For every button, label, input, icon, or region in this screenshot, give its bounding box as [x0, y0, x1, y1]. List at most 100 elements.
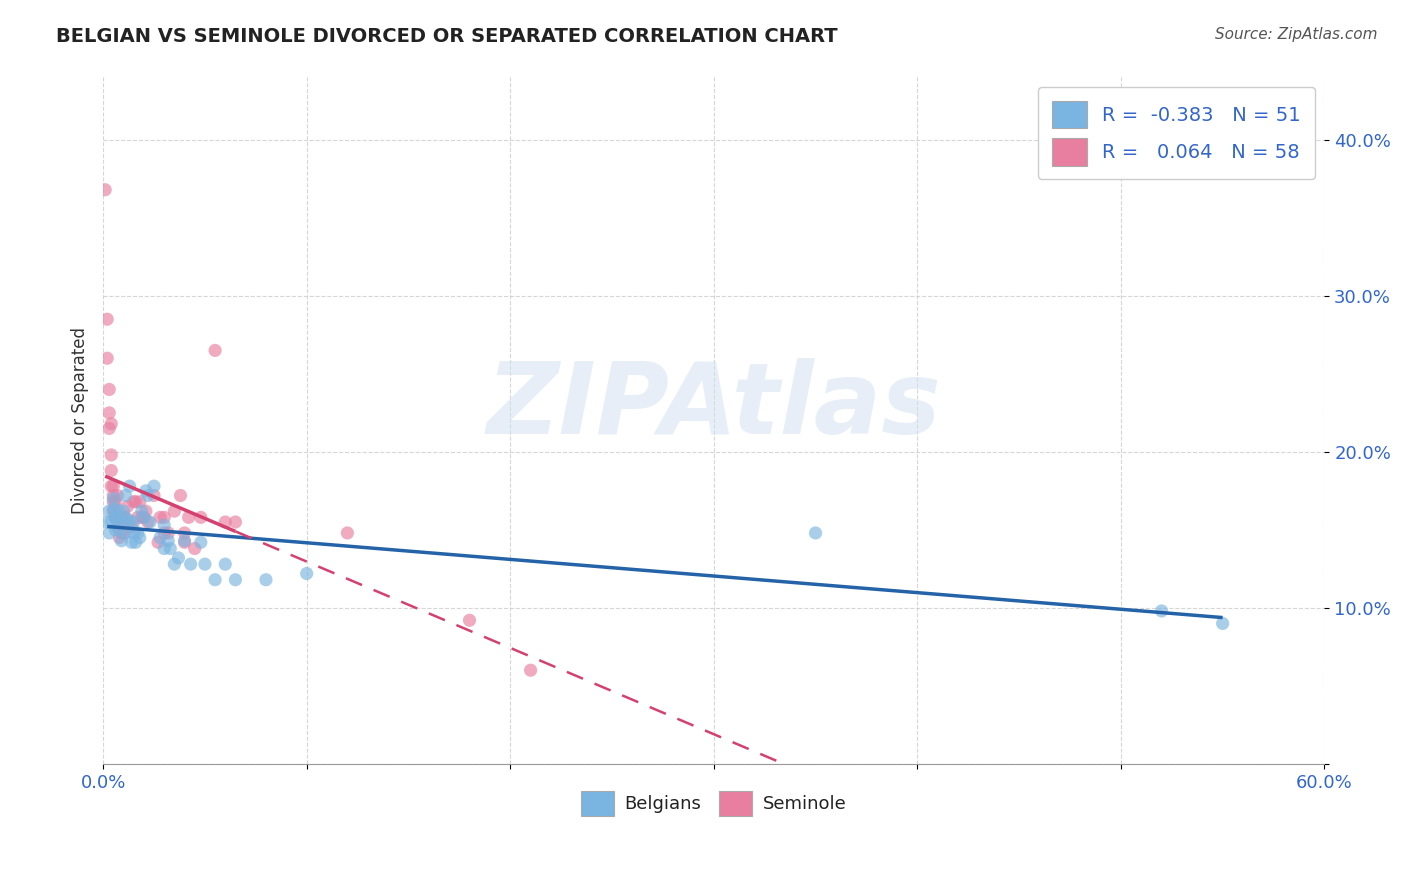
Point [105, 510, 128, 524]
Point [98, 504, 121, 518]
Text: BELGIAN VS SEMINOLE DIVORCED OR SEPARATED CORRELATION CHART: BELGIAN VS SEMINOLE DIVORCED OR SEPARATE… [56, 27, 838, 45]
Point [173, 535, 195, 549]
Point [149, 531, 172, 545]
Point [98, 525, 121, 540]
Point [105, 510, 128, 524]
Point [112, 510, 135, 524]
Point [103, 494, 125, 508]
Point [804, 525, 827, 540]
Point [103, 504, 125, 518]
Y-axis label: Divorced or Separated: Divorced or Separated [72, 327, 89, 514]
Legend: Belgians, Seminole: Belgians, Seminole [574, 783, 853, 823]
Point [127, 525, 149, 540]
Point [98, 383, 121, 397]
Point [108, 523, 131, 537]
Point [254, 573, 277, 587]
Point [149, 510, 172, 524]
Point [131, 504, 153, 518]
Point [118, 513, 141, 527]
Point [132, 510, 155, 524]
Point [125, 535, 148, 549]
Point [118, 479, 141, 493]
Point [117, 500, 139, 514]
Point [167, 550, 190, 565]
Point [112, 504, 135, 518]
Point [163, 504, 186, 518]
Point [146, 535, 169, 549]
Point [153, 525, 176, 540]
Point [128, 531, 150, 545]
Point [143, 479, 166, 493]
Point [122, 494, 145, 508]
Point [128, 494, 150, 508]
Point [173, 525, 195, 540]
Point [122, 515, 145, 529]
Point [103, 489, 125, 503]
Point [127, 510, 149, 524]
Point [153, 510, 176, 524]
Point [103, 479, 125, 493]
Point [112, 510, 135, 524]
Point [108, 515, 131, 529]
Point [180, 557, 202, 571]
Point [104, 494, 127, 508]
Point [163, 557, 186, 571]
Point [114, 510, 136, 524]
Point [135, 504, 157, 518]
Point [159, 541, 181, 556]
Point [100, 448, 122, 462]
Point [135, 483, 157, 498]
Point [153, 518, 176, 533]
Text: Source: ZipAtlas.com: Source: ZipAtlas.com [1215, 27, 1378, 42]
Point [169, 489, 191, 503]
Point [94, 183, 117, 197]
Point [96, 515, 118, 529]
Point [214, 515, 236, 529]
Point [204, 573, 226, 587]
Point [190, 510, 212, 524]
Point [108, 510, 131, 524]
Point [177, 510, 200, 524]
Point [100, 417, 122, 431]
Point [108, 531, 131, 545]
Point [96, 312, 118, 326]
Point [100, 464, 122, 478]
Point [132, 510, 155, 524]
Point [122, 525, 145, 540]
Point [98, 421, 121, 435]
Point [214, 557, 236, 571]
Point [110, 510, 132, 524]
Point [136, 515, 159, 529]
Point [100, 515, 122, 529]
Point [114, 525, 136, 540]
Point [105, 519, 128, 533]
Point [458, 613, 481, 627]
Point [103, 502, 125, 516]
Point [295, 566, 318, 581]
Point [136, 489, 159, 503]
Point [157, 525, 180, 540]
Point [104, 510, 127, 524]
Point [194, 557, 217, 571]
Point [104, 510, 127, 524]
Point [98, 406, 121, 420]
Point [104, 523, 127, 537]
Point [125, 494, 148, 508]
Point [336, 525, 359, 540]
Point [117, 515, 139, 529]
Point [114, 489, 136, 503]
Text: ZIPAtlas: ZIPAtlas [486, 359, 941, 456]
Point [105, 502, 128, 516]
Point [103, 491, 125, 506]
Point [1212, 616, 1234, 631]
Point [224, 573, 246, 587]
Point [204, 343, 226, 358]
Point [139, 515, 162, 529]
Point [112, 525, 135, 540]
Point [110, 533, 132, 548]
Point [104, 502, 127, 516]
Point [104, 510, 127, 524]
Point [157, 533, 180, 548]
Point [143, 489, 166, 503]
Point [105, 489, 128, 503]
